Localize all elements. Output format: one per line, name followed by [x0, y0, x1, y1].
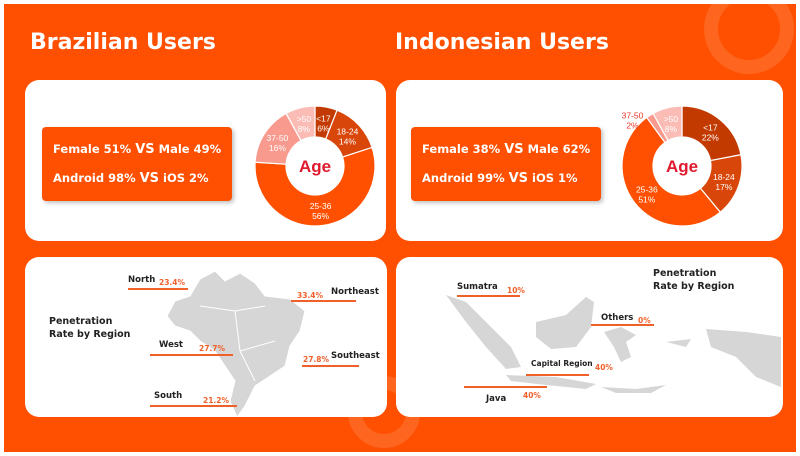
- brazil-demographics-card: Female 51% VS Male 49% Android 98% VS iOS 2%…: [25, 80, 386, 241]
- vs-label: VS: [135, 142, 155, 157]
- penetration-title: Penetration Rate by Region: [49, 315, 130, 341]
- region-label-north: North: [128, 275, 156, 285]
- age-slice-pct: 16%: [269, 143, 286, 153]
- age-slice-pct: 22%: [702, 133, 719, 143]
- region-label-capital: Capital Region: [531, 359, 593, 368]
- male-stat: Male 49%: [158, 142, 222, 156]
- region-label-sumatra: Sumatra: [457, 282, 498, 292]
- vs-label: VS: [508, 171, 529, 186]
- male-stat: Male 62%: [527, 142, 591, 156]
- indonesia-demographics-card: Female 38% VS Male 62% Android 99% VS iOS 1%…: [396, 80, 783, 241]
- age-slice-pct: 56%: [312, 211, 329, 221]
- decorative-ring: [704, 4, 794, 74]
- penetration-title-line: Penetration: [653, 268, 717, 279]
- region-value-java: 40%: [523, 391, 541, 400]
- age-slice-pct: 51%: [638, 194, 655, 204]
- vs-label: VS: [504, 142, 524, 157]
- age-slice-label: 25-36: [310, 201, 332, 211]
- age-slice-label: 37-50: [267, 133, 289, 143]
- age-slice-label: <17: [703, 123, 718, 133]
- region-value-southeast: 27.8%: [303, 355, 330, 364]
- age-slice-label: >50: [664, 114, 679, 124]
- indonesia-region-card: Penetration Rate by Region Sumatra 10% Ot…: [396, 257, 783, 417]
- brazil-region-card: Penetration Rate by Region North 23.4% No…: [25, 257, 387, 417]
- indonesia-map: [446, 295, 781, 393]
- age-slice-2: [254, 146, 376, 227]
- age-slice-pct: 14%: [339, 137, 356, 147]
- region-label-southeast: Southeast: [331, 351, 380, 361]
- leader-line: [457, 295, 520, 297]
- os-stat: Android 99% VS iOS 1%: [422, 171, 578, 186]
- region-value-others: 0%: [638, 316, 651, 325]
- leader-line: [128, 288, 188, 290]
- leader-line: [591, 324, 654, 326]
- age-center-label: Age: [666, 157, 698, 176]
- region-value-south: 21.2%: [203, 396, 230, 405]
- region-value-west: 27.7%: [199, 344, 226, 353]
- leader-line: [150, 354, 233, 356]
- region-label-northeast: Northeast: [331, 287, 379, 297]
- android-stat: Android 99%: [422, 171, 505, 185]
- brazil-stats-box: Female 51% VS Male 49% Android 98% VS iOS 2%: [42, 127, 232, 201]
- age-slice-4: [285, 105, 316, 142]
- age-slice-pct: 17%: [715, 182, 732, 192]
- ios-stat: iOS 2%: [163, 171, 209, 185]
- region-value-north: 23.4%: [159, 278, 186, 287]
- region-label-south: South: [154, 391, 183, 401]
- brazil-map: [166, 270, 306, 417]
- female-stat: Female 51%: [53, 142, 132, 156]
- penetration-title-line: Rate by Region: [653, 281, 735, 292]
- leader-line: [464, 386, 547, 388]
- indonesia-title: Indonesian Users: [395, 30, 609, 55]
- age-slice-4: [652, 105, 683, 142]
- indonesia-stats-box: Female 38% VS Male 62% Android 99% VS iOS 1%: [411, 127, 601, 201]
- age-slice-label: 25-36: [636, 184, 658, 194]
- penetration-title-line: Penetration: [49, 316, 113, 327]
- region-value-capital: 40%: [595, 363, 613, 372]
- slide: Brazilian Users Indonesian Users Female …: [4, 4, 796, 452]
- region-label-west: West: [159, 340, 183, 350]
- leader-line: [526, 374, 589, 376]
- age-slice-label: >50: [297, 114, 312, 124]
- age-slice-label: <17: [316, 113, 331, 123]
- age-slice-label: 18-24: [713, 172, 735, 182]
- gender-stat: Female 51% VS Male 49%: [53, 142, 221, 157]
- region-value-northeast: 33.4%: [297, 291, 324, 300]
- leader-line: [302, 365, 359, 367]
- penetration-title: Penetration Rate by Region: [653, 267, 734, 293]
- gender-stat: Female 38% VS Male 62%: [422, 142, 590, 157]
- android-stat: Android 98%: [53, 171, 136, 185]
- vs-label: VS: [139, 171, 160, 186]
- ios-stat: iOS 1%: [532, 171, 578, 185]
- age-center-label: Age: [299, 157, 331, 176]
- age-slice-label: 37-50: [622, 110, 644, 120]
- region-value-sumatra: 10%: [507, 286, 525, 295]
- penetration-title-line: Rate by Region: [49, 329, 131, 340]
- female-stat: Female 38%: [422, 142, 501, 156]
- age-slice-label: 18-24: [337, 127, 359, 137]
- age-slice-2: [621, 116, 722, 227]
- os-stat: Android 98% VS iOS 2%: [53, 171, 209, 186]
- leader-line: [291, 300, 356, 302]
- age-slice-pct: 8%: [665, 124, 678, 134]
- region-label-java: Java: [486, 394, 507, 404]
- age-slice-pct: 2%: [626, 120, 639, 130]
- leader-line: [150, 405, 237, 407]
- brazil-title: Brazilian Users: [30, 30, 216, 55]
- age-slice-pct: 8%: [298, 124, 311, 134]
- age-slice-pct: 6%: [317, 123, 330, 133]
- region-label-others: Others: [601, 313, 634, 323]
